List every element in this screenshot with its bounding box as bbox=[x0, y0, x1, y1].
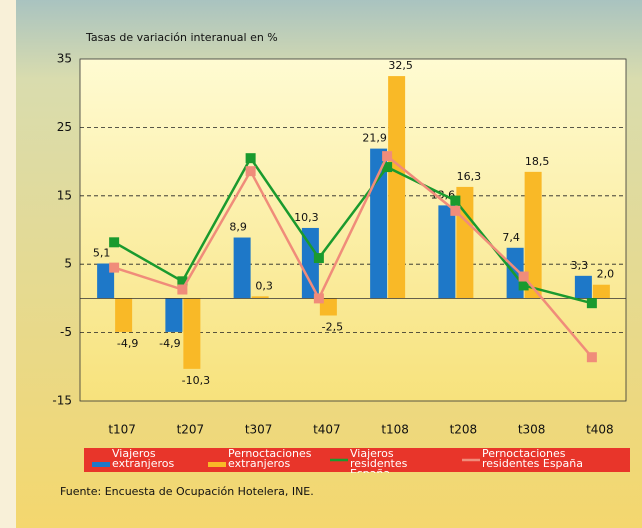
bar bbox=[388, 76, 406, 299]
data-label: 21,9 bbox=[362, 132, 387, 145]
legend-text: Pernoctaciones extranjeros bbox=[228, 449, 312, 470]
data-label: -2,5 bbox=[322, 321, 343, 334]
data-label: 8,9 bbox=[229, 221, 247, 234]
marker bbox=[177, 276, 188, 287]
marker bbox=[586, 352, 597, 363]
x-tick-label: t408 bbox=[586, 423, 614, 437]
y-tick-label: 35 bbox=[57, 52, 72, 66]
legend-text: Pernoctaciones residentes España bbox=[482, 449, 583, 470]
marker bbox=[245, 166, 256, 177]
data-label: -4,9 bbox=[117, 337, 138, 350]
data-label: 32,5 bbox=[388, 59, 413, 72]
chart-title: Tasas de variación interanual en % bbox=[85, 31, 278, 44]
bar bbox=[301, 227, 319, 299]
data-label: 16,3 bbox=[457, 170, 482, 183]
source: Fuente: Encuesta de Ocupación Hotelera, … bbox=[60, 485, 314, 498]
x-tick-label: t108 bbox=[381, 423, 409, 437]
marker bbox=[382, 162, 393, 173]
bar bbox=[574, 275, 592, 299]
legend-label: Viajeros residentes España bbox=[350, 449, 408, 473]
legend bbox=[84, 448, 630, 472]
bar bbox=[438, 205, 456, 299]
line bbox=[113, 154, 593, 359]
marker bbox=[109, 262, 120, 273]
legend-text: Viajeros extranjeros bbox=[112, 449, 175, 470]
marker bbox=[245, 153, 256, 164]
marker bbox=[518, 280, 529, 291]
bar bbox=[183, 298, 201, 369]
data-label: -10,3 bbox=[182, 374, 210, 387]
y-tick-label: 25 bbox=[57, 120, 72, 134]
bar bbox=[319, 298, 337, 316]
bar bbox=[233, 237, 251, 299]
y-tick-label: -15 bbox=[52, 394, 72, 408]
x-tick-label: t407 bbox=[313, 423, 341, 437]
marker bbox=[518, 271, 529, 282]
marker bbox=[313, 293, 324, 304]
bar bbox=[165, 298, 183, 332]
legend-text: Viajeros residentes España bbox=[350, 449, 408, 473]
left-strip bbox=[0, 0, 16, 528]
data-label: -4,9 bbox=[159, 337, 180, 350]
marker bbox=[177, 284, 188, 295]
marker bbox=[109, 237, 120, 248]
legend-swatch bbox=[92, 462, 110, 467]
data-label: 3,3 bbox=[571, 259, 589, 272]
x-tick-label: t307 bbox=[245, 423, 273, 437]
x-tick-label: t107 bbox=[108, 423, 136, 437]
bar bbox=[592, 284, 610, 299]
bar bbox=[524, 171, 542, 299]
legend-label: Viajeros extranjeros bbox=[112, 449, 175, 470]
legend-label: Pernoctaciones residentes España bbox=[482, 449, 583, 470]
legend-swatch bbox=[208, 462, 226, 467]
x-tick-label: t207 bbox=[177, 423, 205, 437]
data-label: 5,1 bbox=[93, 247, 111, 260]
y-tick-label: 5 bbox=[64, 257, 72, 271]
line bbox=[113, 155, 593, 305]
data-label: 7,4 bbox=[502, 231, 520, 244]
x-tick-label: t308 bbox=[518, 423, 546, 437]
bar bbox=[251, 296, 269, 299]
bar bbox=[115, 298, 133, 332]
data-label: 0,3 bbox=[255, 279, 273, 292]
x-tick-label: t208 bbox=[450, 423, 478, 437]
y-tick-label: -5 bbox=[60, 325, 72, 339]
data-label: 2,0 bbox=[597, 268, 615, 281]
data-label: 10,3 bbox=[294, 211, 319, 224]
marker bbox=[382, 151, 393, 162]
marker bbox=[586, 298, 597, 309]
legend-label: Pernoctaciones extranjeros bbox=[228, 449, 312, 470]
data-label: 18,5 bbox=[525, 155, 550, 168]
y-tick-label: 15 bbox=[57, 188, 72, 202]
marker bbox=[313, 253, 324, 264]
marker bbox=[450, 195, 461, 206]
marker bbox=[450, 205, 461, 216]
